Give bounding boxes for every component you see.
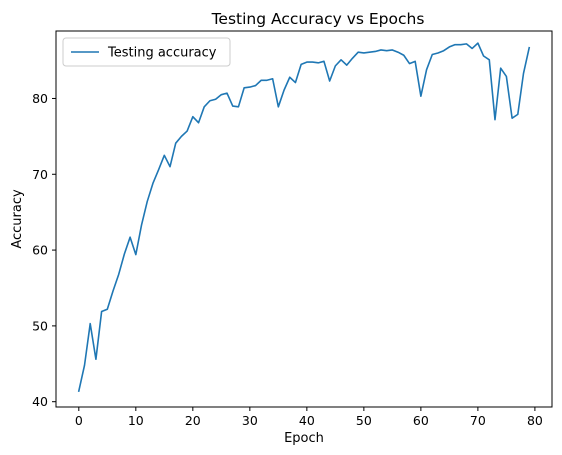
legend: Testing accuracy: [62, 37, 231, 67]
x-tick-label: 40: [299, 413, 315, 428]
x-tick-label: 30: [242, 413, 258, 428]
y-axis-label: Accuracy: [10, 189, 25, 249]
legend-box: [62, 37, 231, 67]
x-tick-label: 80: [527, 413, 543, 428]
plot-frame: [55, 30, 553, 408]
plot-area: 0 10 20 30 40 50 60 70 80 40 50 60 70 80: [32, 30, 553, 428]
y-tick-label: 50: [32, 318, 48, 333]
x-axis-label: Epoch: [284, 431, 324, 446]
x-tick-label: 60: [413, 413, 429, 428]
x-tick-label: 50: [356, 413, 372, 428]
series-line-testing-accuracy: [77, 42, 531, 393]
y-tick-label: 60: [32, 243, 48, 258]
x-tick-label: 10: [128, 413, 144, 428]
x-axis: 0 10 20 30 40 50 60 70 80: [75, 407, 543, 428]
legend-label: Testing accuracy: [107, 46, 217, 61]
x-tick-label: 70: [470, 413, 486, 428]
y-tick-label: 70: [32, 167, 48, 182]
chart-title: Testing Accuracy vs Epochs: [211, 10, 425, 28]
x-tick-label: 20: [185, 413, 201, 428]
y-tick-label: 40: [32, 394, 48, 409]
x-tick-label: 0: [75, 413, 83, 428]
y-tick-label: 80: [32, 91, 48, 106]
y-axis: 40 50 60 70 80: [32, 91, 56, 409]
